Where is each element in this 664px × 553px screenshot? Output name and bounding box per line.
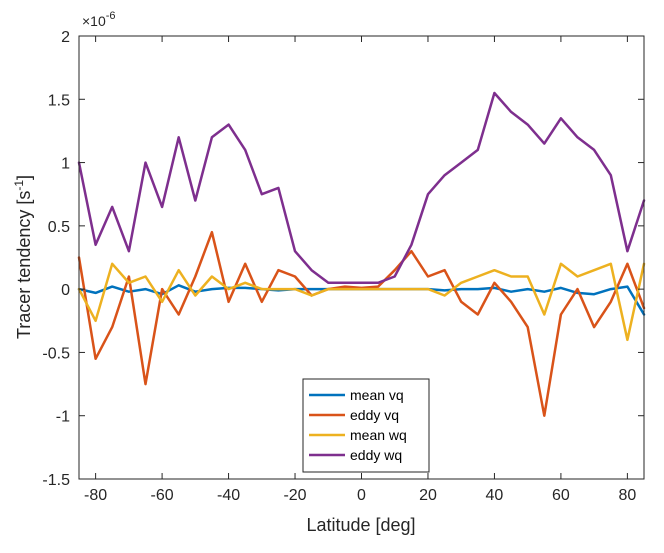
y-tick-label: -1 xyxy=(56,409,70,426)
x-tick-label: -80 xyxy=(84,487,107,504)
y-tick-label: 0 xyxy=(61,282,70,299)
series-layer xyxy=(77,91,646,417)
y-tick-label: 1.5 xyxy=(48,92,70,109)
legend-label: mean vq xyxy=(350,387,404,403)
x-tick-label: 60 xyxy=(552,487,570,504)
series-line-mean-wq xyxy=(77,262,646,342)
legend: mean vq eddy vq mean wq eddy wq xyxy=(302,378,430,473)
legend-box xyxy=(302,378,430,473)
y-tick-label: -1.5 xyxy=(42,472,70,489)
y-axis-label-sup: -1 xyxy=(12,180,26,191)
y-axis-multiplier: ×10-6 xyxy=(82,10,116,29)
tick-layer: -80 -60 -40 -20 0 20 40 60 80 -1.5 -1 -0.5 0 0.5 1 1.5 2 xyxy=(42,29,644,504)
y-axis-label-main: Tracer tendency [s xyxy=(14,191,34,339)
y-tick-label: 1 xyxy=(61,156,70,173)
y-axis-label-end: ] xyxy=(14,175,34,180)
x-tick-label: -20 xyxy=(283,487,306,504)
x-tick-label: 80 xyxy=(618,487,636,504)
series-line-eddy-wq xyxy=(77,91,646,285)
y-axis-label: Tracer tendency [s-1] xyxy=(12,175,34,339)
y-tick-label: 2 xyxy=(61,29,70,46)
legend-label: eddy vq xyxy=(350,407,399,423)
y-multiplier-exp: -6 xyxy=(106,10,116,22)
y-tick-label: 0.5 xyxy=(48,219,70,236)
x-tick-label: -40 xyxy=(217,487,240,504)
x-axis-label: Latitude [deg] xyxy=(306,515,415,535)
legend-items: mean vq eddy vq mean wq eddy wq xyxy=(309,387,407,463)
y-multiplier-base: ×10 xyxy=(82,13,106,29)
x-tick-label: 0 xyxy=(357,487,366,504)
x-tick-label: -60 xyxy=(151,487,174,504)
x-tick-label: 20 xyxy=(419,487,437,504)
y-tick-label: -0.5 xyxy=(42,345,70,362)
legend-label: mean wq xyxy=(350,427,407,443)
x-tick-label: 40 xyxy=(486,487,504,504)
legend-label: eddy wq xyxy=(350,447,402,463)
